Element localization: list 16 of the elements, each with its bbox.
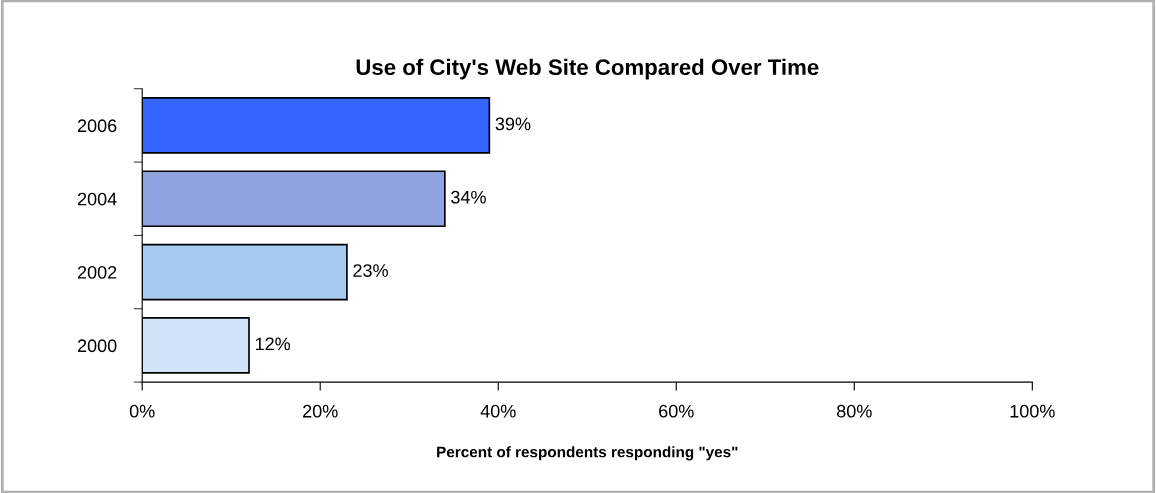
y-tick-label: 2004: [77, 192, 117, 206]
data-label: 34%: [451, 190, 486, 204]
y-tick-label: 2006: [77, 119, 117, 133]
x-tick-label: 60%: [659, 404, 694, 418]
data-label: 12%: [255, 337, 291, 351]
x-tick-label: 40%: [480, 404, 516, 418]
data-label: 23%: [353, 264, 388, 277]
y-tick-label: 2002: [77, 266, 117, 279]
x-tick-label: 20%: [303, 404, 338, 418]
x-tick-label: 0%: [129, 404, 155, 418]
data-label: 39%: [495, 117, 531, 131]
y-tick-label: 2000: [77, 339, 117, 353]
chart-title: Use of City's Web Site Compared Over Time: [356, 58, 819, 80]
x-axis-title: Percent of respondents responding "yes": [437, 446, 738, 461]
x-tick-label: 80%: [837, 404, 872, 418]
x-tick-label: 100%: [1010, 404, 1055, 418]
